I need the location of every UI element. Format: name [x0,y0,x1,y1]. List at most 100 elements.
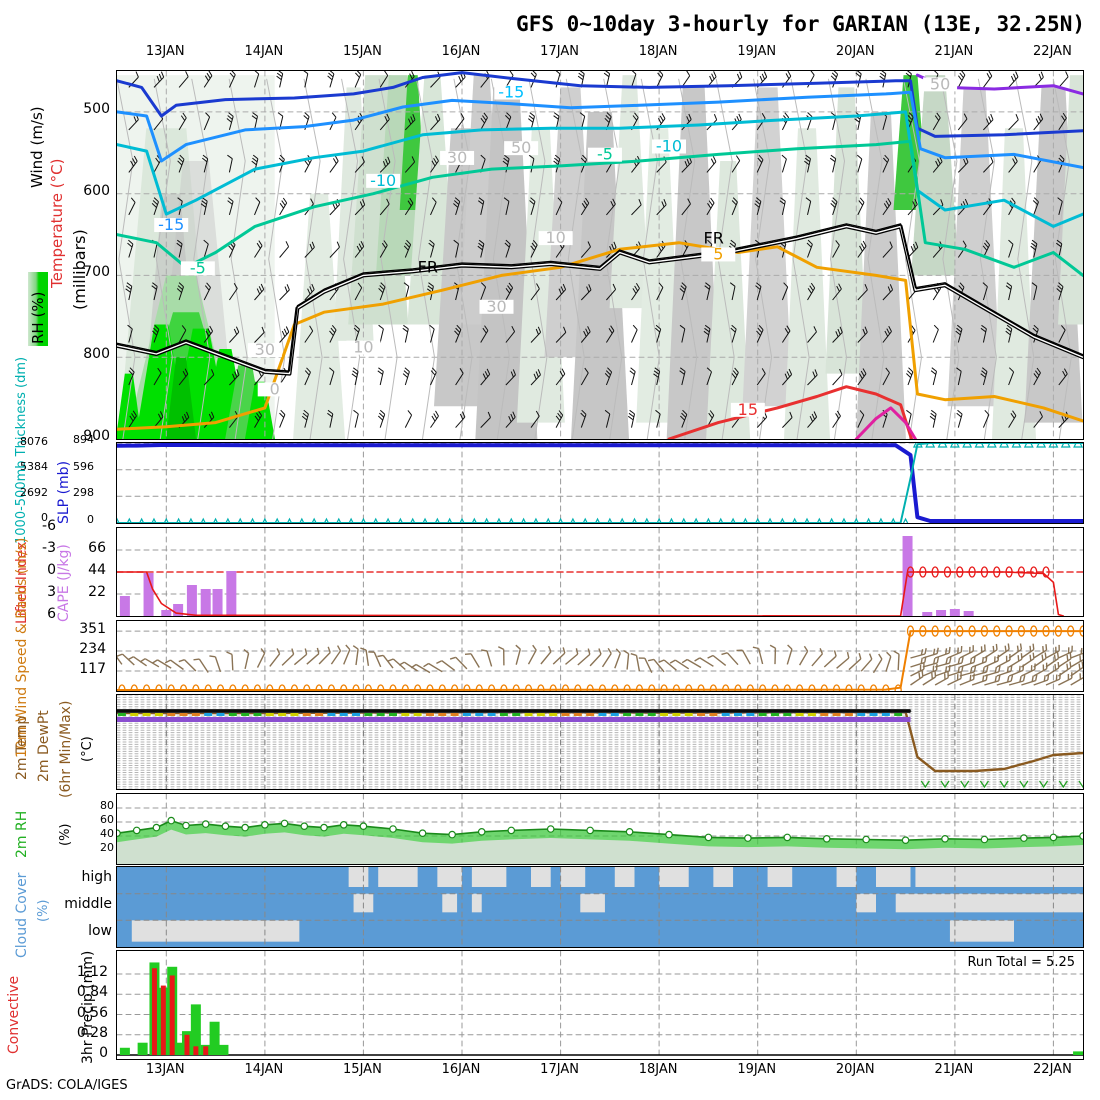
svg-text:FR: FR [418,257,438,276]
cloud-band-label: low [88,922,112,939]
date-label: 13JAN [145,1062,185,1077]
cape-bar [963,611,974,616]
date-label: 18JAN [638,44,678,59]
slp-panel [116,442,1084,524]
contour-label: -10 [652,137,686,156]
contour-label: 0 [257,379,292,398]
date-label: 13JAN [145,44,185,59]
date-label: 20JAN [835,1062,875,1077]
precip-panel: Run Total = 5.25 [116,950,1084,1060]
date-label: 14JAN [244,1062,284,1077]
date-label: 15JAN [343,44,382,59]
axis-tick-label: 700 [83,264,110,281]
svg-text:5: 5 [713,244,723,263]
svg-text:-15: -15 [498,83,524,102]
date-label: 19JAN [737,44,777,59]
axis-tick-label: 298 [73,486,94,500]
date-label: 16JAN [441,1062,481,1077]
date-label: 19JAN [737,1062,777,1077]
svg-text:30: 30 [447,148,467,167]
cape-bar [143,573,154,616]
date-label: 16JAN [441,44,481,59]
bottom-date-axis: 13JAN 14JAN 15JAN 16JAN 17JAN 18JAN 19JAN 20JAN… [0,1062,1100,1082]
date-label: 15JAN [343,1062,382,1077]
cloud-panel [116,866,1084,948]
axis-tick-label: 234 [79,641,106,658]
cloud-band-label: high [81,869,112,886]
precip-convective-bar [169,975,175,1055]
precip-convective-bar [151,968,157,1055]
footer-credit: GrADS: COLA/IGES [6,1078,128,1093]
cape-bar [161,610,172,616]
contour-label: 30 [479,297,514,316]
axis-tick-label: 6 [47,606,56,622]
precip-run-total: Run Total = 5.25 [967,955,1075,970]
axis-tick-label: -6 [42,518,56,534]
axis-tick-label: 80 [100,799,114,812]
rh2m-title-label: 2m RH [14,810,30,858]
cape-bar [226,571,237,616]
dewpt2m-label: 2m DewPt [36,710,52,782]
svg-text:0: 0 [270,379,280,398]
contour-label: 30 [440,148,475,167]
temp2m-minmax-label: (6hr Min/Max) [58,700,74,798]
axis-tick-label: 800 [83,346,110,363]
axis-tick-label: 894 [73,433,94,446]
axis-tick-label: 60 [100,813,114,826]
contour-label: -15 [494,83,529,102]
contour-label: -15 [154,215,189,234]
precip-total-label: Total / Rain [0,966,2,1044]
date-label: 17JAN [540,1062,579,1077]
cloud-band-label: middle [64,896,112,912]
precip-convective-bar [193,1046,199,1055]
precip-total-bar [190,1004,201,1055]
upper-air-wind-label: Wind (m/s) [28,106,46,188]
precip-convective-bar [160,985,166,1055]
temp2m-units-label: (°C) [80,736,95,762]
svg-text:10: 10 [353,338,373,357]
contour-label: -5 [587,145,622,164]
page-title: GFS 0~10day 3-hourly for GARIAN (13E, 32… [516,12,1085,36]
date-label: 22JAN [1033,44,1072,59]
cape-bar [922,612,933,616]
date-label: 20JAN [835,44,875,59]
cloud-title-label: Cloud Cover [14,872,30,958]
contour-label: 30 [247,340,282,359]
contour-label: 10 [346,338,381,357]
axis-tick-label: 1.12 [76,964,108,980]
date-label: 21JAN [934,44,974,59]
svg-text:-15: -15 [158,215,184,234]
axis-tick-label: 0 [47,562,56,578]
date-label: 14JAN [244,44,284,59]
precip-convective-label: Convective [6,975,22,1054]
contour-label: 10 [538,228,573,247]
axis-tick-label: 66 [88,540,106,556]
cape-bar [212,589,223,616]
axis-tick-label: 0.56 [76,1004,108,1021]
contour-label: 5 [701,244,736,263]
contour-label: -10 [366,171,401,190]
svg-text:FR: FR [704,229,724,248]
svg-text:50: 50 [511,138,531,157]
axis-tick-label: 351 [79,621,106,638]
upper-air-panel: -15 -15 -10 -10 -5 -5 5 15 0 30 30 30 50 50 10 10 FR FR [116,70,1084,440]
top-date-axis: 13JAN 14JAN 15JAN 16JAN 17JAN 18JAN 19JAN 20JAN… [0,44,1100,64]
temp2m-panel [116,694,1084,790]
cape-bar [949,609,960,616]
precip-total-bar [218,1044,229,1055]
axis-tick-label: 0 [41,511,48,524]
axis-tick-label: 0.84 [76,984,108,1001]
freezing-level-label: FR [704,229,724,248]
axis-tick-label: 8076 [20,435,48,448]
svg-text:30: 30 [255,340,275,359]
cape-bar [119,596,130,616]
date-label: 17JAN [540,44,579,59]
freezing-level-label: FR [418,257,438,276]
precip-total-bar [173,1042,184,1055]
cape-panel [116,527,1084,617]
axis-tick-label: 40 [100,827,114,840]
precip-convective-bar [203,1046,209,1055]
contour-label: -5 [180,258,215,277]
cape-bar [173,604,184,616]
upper-air-temperature-label: Temperature (°C) [48,158,66,288]
